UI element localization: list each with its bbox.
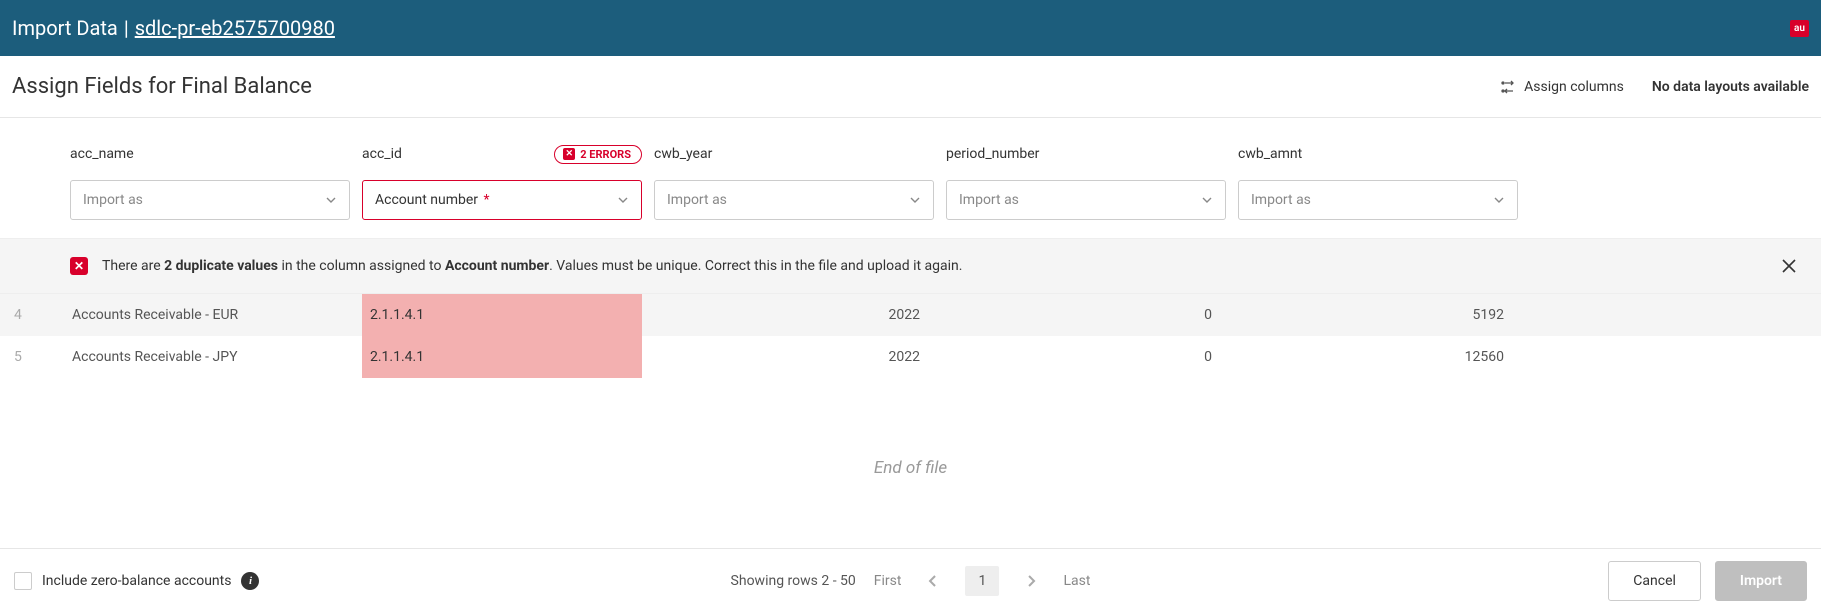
page-title: Assign Fields for Final Balance	[12, 74, 312, 99]
select-value: Import as	[1251, 192, 1311, 208]
column-label: cwb_year	[654, 146, 712, 162]
import-button[interactable]: Import	[1715, 561, 1807, 601]
row-number: 5	[0, 349, 70, 365]
select-value: Import as	[667, 192, 727, 208]
chevron-down-icon	[325, 194, 337, 206]
pagination: Showing rows 2 - 50 First 1 Last	[731, 566, 1091, 596]
prev-page-button[interactable]	[919, 567, 947, 595]
assign-columns-label: Assign columns	[1524, 79, 1624, 95]
last-page-button[interactable]: Last	[1063, 573, 1090, 589]
import-as-select[interactable]: Import as	[70, 180, 350, 220]
column-period_number: period_number Import as	[946, 142, 1226, 220]
error-icon: ✕	[70, 257, 88, 275]
error-alert: ✕ There are 2 duplicate values in the co…	[0, 238, 1821, 294]
select-value: Import as	[959, 192, 1019, 208]
cancel-button[interactable]: Cancel	[1608, 561, 1701, 601]
column-label: acc_name	[70, 146, 134, 162]
import-as-select[interactable]: Import as	[1238, 180, 1518, 220]
error-count-pill[interactable]: ✕2 ERRORS	[554, 145, 642, 164]
import-as-select[interactable]: Import as	[654, 180, 934, 220]
cell-cwb_amnt: 12560	[1238, 349, 1518, 365]
select-value: Import as	[83, 192, 143, 208]
footer-actions: Cancel Import	[1608, 561, 1807, 601]
columns-config-row: acc_name Import as acc_id ✕2 ERRORS Account …	[0, 118, 1821, 238]
page-number[interactable]: 1	[965, 566, 999, 596]
assign-columns-icon	[1500, 79, 1516, 95]
no-layouts-label: No data layouts available	[1652, 79, 1809, 95]
subheader-actions: Assign columns No data layouts available	[1500, 79, 1809, 95]
chevron-left-icon	[928, 574, 938, 588]
column-label: acc_id	[362, 146, 402, 162]
chevron-down-icon	[1493, 194, 1505, 206]
column-cwb_amnt: cwb_amnt Import as	[1238, 142, 1518, 220]
row-number: 4	[0, 307, 70, 323]
column-acc_name: acc_name Import as	[70, 142, 350, 220]
column-cwb_year: cwb_year Import as	[654, 142, 934, 220]
alert-text: There are 2 duplicate values in the colu…	[102, 258, 962, 274]
end-of-file-label: End of file	[0, 378, 1821, 548]
column-label: period_number	[946, 146, 1039, 162]
title-prefix: Import Data	[12, 16, 118, 40]
import-as-select[interactable]: Import as	[946, 180, 1226, 220]
topbar-title: Import Data | sdlc-pr-eb2575700980	[12, 16, 335, 40]
chevron-down-icon	[617, 194, 629, 206]
next-page-button[interactable]	[1017, 567, 1045, 595]
assign-columns-button[interactable]: Assign columns	[1500, 79, 1624, 95]
chevron-right-icon	[1026, 574, 1036, 588]
close-icon	[1780, 257, 1798, 275]
select-value: Account number *	[375, 192, 490, 208]
footer: Include zero-balance accounts i Showing …	[0, 548, 1821, 612]
subheader: Assign Fields for Final Balance Assign c…	[0, 56, 1821, 118]
cell-period_number: 0	[946, 349, 1226, 365]
cell-acc_name: Accounts Receivable - EUR	[70, 307, 350, 323]
showing-label: Showing rows 2 - 50	[731, 573, 856, 589]
column-label: cwb_amnt	[1238, 146, 1302, 162]
cell-cwb_amnt: 5192	[1238, 307, 1518, 323]
table-row: 5Accounts Receivable - JPY 2.1.1.4.1 2022 0…	[0, 336, 1821, 378]
chevron-down-icon	[909, 194, 921, 206]
cell-cwb_year: 2022	[654, 349, 934, 365]
table-row: 4Accounts Receivable - EUR 2.1.1.4.1 2022 0…	[0, 294, 1821, 336]
include-zero-checkbox[interactable]	[14, 572, 32, 590]
first-page-button[interactable]: First	[874, 573, 902, 589]
include-zero-label: Include zero-balance accounts	[42, 573, 231, 589]
cell-period_number: 0	[946, 307, 1226, 323]
cell-acc_name: Accounts Receivable - JPY	[70, 349, 350, 365]
info-icon[interactable]: i	[241, 572, 259, 590]
alert-close-button[interactable]	[1777, 254, 1801, 278]
cell-acc_id: 2.1.1.4.1	[362, 336, 642, 378]
import-as-select[interactable]: Account number *	[362, 180, 642, 220]
footer-left: Include zero-balance accounts i	[14, 572, 259, 590]
column-acc_id: acc_id ✕2 ERRORS Account number *	[362, 142, 642, 220]
title-link[interactable]: sdlc-pr-eb2575700980	[135, 16, 335, 40]
data-table: 4Accounts Receivable - EUR 2.1.1.4.1 2022 0…	[0, 294, 1821, 378]
cell-acc_id: 2.1.1.4.1	[362, 294, 642, 336]
topbar: Import Data | sdlc-pr-eb2575700980 au	[0, 0, 1821, 56]
user-badge[interactable]: au	[1790, 20, 1809, 37]
cell-cwb_year: 2022	[654, 307, 934, 323]
chevron-down-icon	[1201, 194, 1213, 206]
